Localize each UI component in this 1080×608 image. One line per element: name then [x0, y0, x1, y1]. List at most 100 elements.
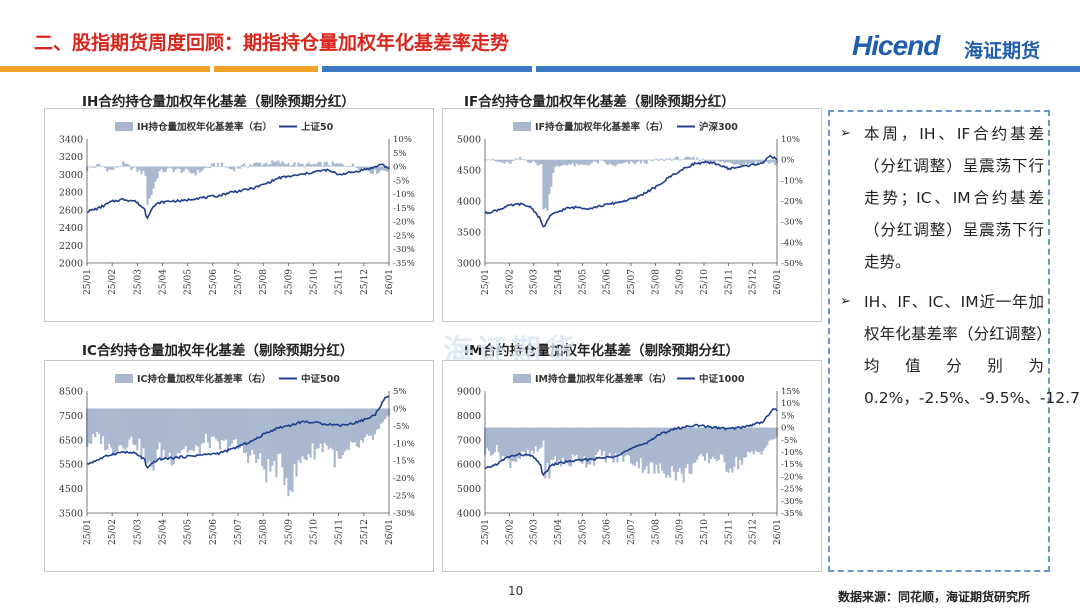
- basis-bar: [680, 159, 683, 160]
- basis-bar: [92, 166, 95, 168]
- basis-bar: [140, 408, 143, 460]
- basis-bar: [98, 408, 101, 435]
- basis-bar: [188, 408, 191, 451]
- basis-bar: [729, 159, 732, 163]
- basis-bar: [325, 408, 328, 446]
- basis-bar: [676, 156, 679, 160]
- basis-bar: [249, 408, 252, 456]
- basis-bar: [517, 427, 520, 459]
- basis-bar: [515, 158, 518, 160]
- basis-bar: [750, 159, 753, 164]
- basis-bar: [503, 427, 506, 457]
- basis-bar: [614, 159, 617, 167]
- basis-bar: [559, 159, 563, 166]
- basis-bar: [589, 159, 592, 165]
- left-tick-label: 3000: [59, 170, 83, 181]
- basis-bar: [737, 427, 740, 470]
- basis-bar: [228, 166, 232, 170]
- basis-bar: [639, 427, 642, 458]
- basis-bar: [571, 159, 574, 164]
- x-tick-label: 25/05: [184, 269, 194, 295]
- x-tick-label: 25/12: [749, 519, 759, 545]
- x-tick-label: 25/02: [505, 519, 515, 545]
- right-tick-label: 10%: [781, 135, 800, 145]
- basis-bar: [495, 427, 498, 445]
- basis-bar: [624, 427, 627, 457]
- basis-bar: [657, 159, 660, 161]
- x-tick-label: 25/06: [603, 519, 613, 545]
- basis-bar: [493, 159, 496, 161]
- basis-bar: [546, 427, 549, 463]
- x-tick-label: 25/08: [259, 269, 269, 295]
- basis-bar: [170, 166, 173, 169]
- basis-bar: [744, 159, 748, 163]
- x-tick-label: 25/01: [83, 519, 93, 545]
- basis-bar: [653, 427, 656, 474]
- basis-bar: [519, 156, 522, 160]
- basis-bar: [760, 427, 763, 455]
- basis-bar: [746, 159, 749, 165]
- basis-bar: [579, 427, 582, 462]
- right-tick-label: 10%: [781, 399, 800, 409]
- left-tick-label: 2000: [59, 259, 83, 270]
- basis-bar: [305, 408, 308, 461]
- basis-bars: [484, 427, 779, 483]
- basis-bar: [343, 165, 346, 167]
- basis-bar: [631, 159, 635, 163]
- x-tick-label: 25/01: [83, 269, 93, 295]
- basis-bar: [164, 408, 167, 457]
- right-tick-label: -20%: [781, 472, 803, 482]
- x-tick-label: 25/07: [234, 269, 244, 295]
- basis-bar: [717, 159, 720, 162]
- basis-bar: [598, 159, 602, 161]
- basis-bar: [497, 427, 500, 453]
- basis-bar: [180, 408, 183, 451]
- basis-bar: [495, 159, 498, 162]
- basis-bar: [271, 408, 274, 466]
- basis-bar: [140, 166, 143, 175]
- left-tick-label: 3500: [457, 228, 481, 239]
- basis-bar: [375, 408, 379, 430]
- left-tick-label: 2800: [59, 188, 83, 199]
- x-tick-label: 25/08: [651, 519, 661, 545]
- basis-bar: [357, 166, 360, 171]
- basis-bar: [641, 159, 644, 161]
- x-tick-label: 25/05: [184, 519, 194, 545]
- basis-bar: [719, 159, 722, 162]
- basis-bar: [122, 161, 125, 167]
- basis-bar: [666, 159, 670, 160]
- basis-bar: [600, 159, 603, 161]
- basis-bar: [557, 427, 561, 461]
- basis-bar: [130, 408, 133, 437]
- data-source: 数据来源：同花顺，海证期货研究所: [838, 590, 1031, 604]
- basis-bar: [665, 158, 668, 160]
- basis-bar: [112, 408, 115, 456]
- basis-bar: [253, 408, 256, 455]
- chart-ic-svg: IC持仓量加权年化基差率（右） 中证500 8500 7500 6500 5500 4500…: [59, 373, 415, 545]
- basis-bar: [647, 427, 650, 474]
- right-tick-label: 0%: [393, 404, 407, 414]
- basis-bar: [550, 427, 553, 460]
- basis-bar: [212, 163, 216, 167]
- basis-bar: [774, 159, 777, 166]
- x-tick-label: 25/12: [360, 519, 370, 545]
- basis-bar: [575, 427, 578, 455]
- basis-bar: [702, 427, 705, 457]
- right-tick-label: -5%: [393, 176, 409, 186]
- basis-bar: [118, 408, 121, 446]
- x-tick-label: 25/09: [676, 519, 686, 545]
- basis-bar: [148, 408, 151, 462]
- basis-bar: [166, 166, 169, 169]
- basis-bar: [581, 159, 584, 165]
- basis-bar: [210, 408, 214, 437]
- basis-bar: [138, 408, 141, 439]
- right-tick-label: -15%: [393, 457, 415, 467]
- basis-bar: [624, 159, 627, 163]
- x-tick-label: 25/05: [578, 519, 588, 545]
- basis-bar: [206, 166, 209, 168]
- right-tick-label: -10%: [393, 190, 415, 200]
- x-tick-label: 25/03: [530, 519, 540, 545]
- basis-bar: [493, 427, 496, 453]
- basis-bar: [544, 427, 547, 479]
- basis-bar: [542, 159, 545, 210]
